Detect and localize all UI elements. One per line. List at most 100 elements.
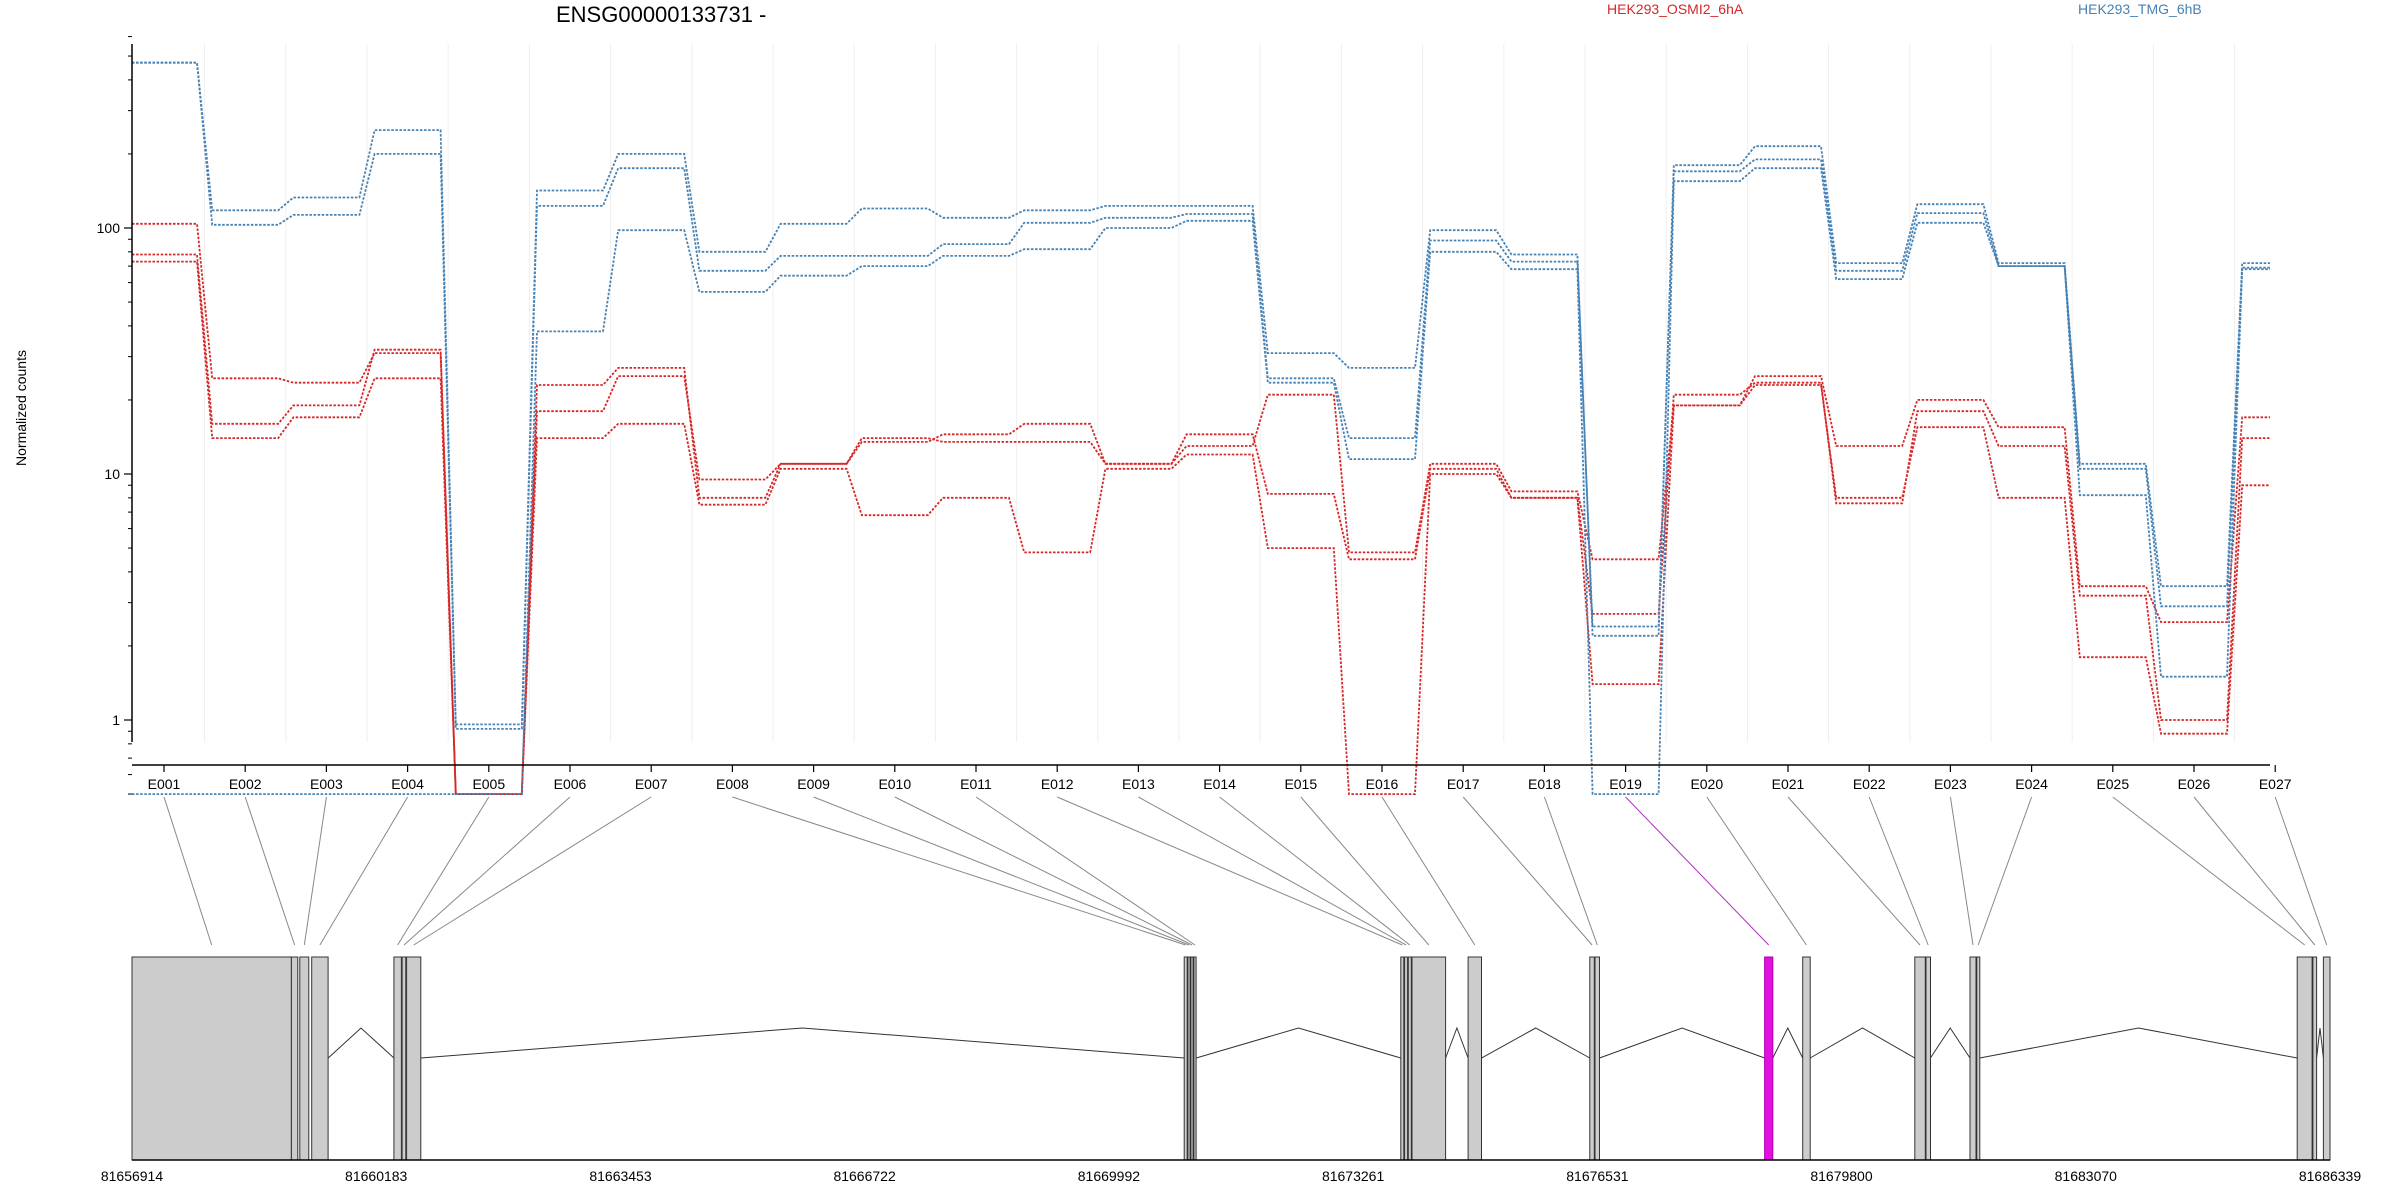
x-tick-label-e005: E005 (472, 776, 505, 792)
connector-e017 (1462, 796, 1593, 946)
intron-7 (420, 1027, 1185, 1059)
exon-box-e003 (299, 956, 310, 1161)
connector-e023 (1949, 796, 1974, 946)
connector-e003 (303, 796, 327, 946)
chart-title: ENSG00000133731 - (556, 2, 766, 27)
series-line-5 (132, 61, 2270, 730)
exon-box-e014 (1407, 956, 1412, 1161)
connector-e022 (1868, 796, 1929, 946)
connector-e012 (1057, 796, 1403, 946)
x-tick-label-e020: E020 (1690, 776, 1723, 792)
connector-e009 (813, 796, 1190, 946)
connector-e019 (1625, 796, 1770, 946)
x-tick-label-e017: E017 (1447, 776, 1480, 792)
exon-box-e008 (1183, 956, 1188, 1161)
gene-model: 81656914 81660183 81663453 81666722 81669992… (101, 956, 2362, 1184)
connector-e027 (2274, 796, 2328, 946)
genomic-tick-label-81666722: 81666722 (833, 1168, 896, 1184)
connector-e013 (1138, 796, 1407, 946)
x-tick-label-e014: E014 (1203, 776, 1236, 792)
intron-22 (1929, 1027, 1971, 1059)
exon-box-e005 (393, 956, 402, 1161)
connector-e008 (732, 796, 1186, 946)
exon-box-e002 (290, 956, 299, 1161)
x-tick-label-e018: E018 (1528, 776, 1561, 792)
x-tick-label-e009: E009 (797, 776, 830, 792)
legend-entry-tmg: HEK293_TMG_6hB (2078, 1, 2202, 17)
x-tick-label-e015: E015 (1284, 776, 1317, 792)
x-tick-label-e007: E007 (635, 776, 668, 792)
series-line-4 (132, 61, 2270, 726)
exon-box-e026 (2312, 956, 2318, 1161)
x-tick-label-e024: E024 (2015, 776, 2048, 792)
exon-box-e010 (1190, 956, 1194, 1161)
intron-19 (1772, 1026, 1804, 1059)
exon-box-e016 (1467, 956, 1482, 1161)
connector-e021 (1787, 796, 1921, 946)
connector-e020 (1706, 796, 1807, 946)
connector-e011 (975, 796, 1196, 946)
connector-e018 (1543, 796, 1598, 946)
connector-e002 (244, 796, 296, 946)
genomic-tick-label-81676531: 81676531 (1566, 1168, 1629, 1184)
genomic-tick-label-81656914: 81656914 (101, 1168, 164, 1184)
series-line-6 (132, 167, 2270, 795)
exon-box-e007 (406, 956, 422, 1161)
x-tick-label-e013: E013 (1122, 776, 1155, 792)
exon-box-e027 (2322, 956, 2331, 1161)
connector-e014 (1219, 796, 1411, 946)
x-tick-label-e027: E027 (2259, 776, 2292, 792)
intron-18 (1599, 1027, 1765, 1059)
intron-4 (327, 1027, 395, 1059)
genomic-tick-label-81686339: 81686339 (2299, 1168, 2362, 1184)
y-tick-label-1: 1 (112, 712, 120, 728)
exon-box-e018 (1594, 956, 1600, 1161)
grid-lines (204, 44, 2236, 742)
genomic-tick-label-81683070: 81683070 (2055, 1168, 2118, 1184)
series-lines (132, 61, 2270, 795)
exon-box-e017 (1589, 956, 1595, 1161)
x-tick-label-e023: E023 (1934, 776, 1967, 792)
x-tick-label-e010: E010 (878, 776, 911, 792)
connector-e024 (1977, 796, 2033, 946)
x-tick-label-e012: E012 (1041, 776, 1074, 792)
x-tick-label-e011: E011 (960, 776, 992, 792)
exon-box-e025 (2296, 956, 2313, 1161)
connector-e010 (894, 796, 1193, 946)
intron-24 (1979, 1027, 2298, 1059)
x-tick-label-e021: E021 (1772, 776, 1805, 792)
exon-box-e011 (1193, 956, 1197, 1161)
y-axis-label: Normalized counts (13, 350, 29, 466)
exon-box-e019 (1764, 956, 1774, 1161)
y-tick-label-100: 100 (97, 220, 121, 236)
connector-e004 (319, 796, 409, 946)
exon-box-e006 (401, 956, 407, 1161)
exon-box-e009 (1187, 956, 1191, 1161)
exon-box-e015 (1411, 956, 1447, 1161)
x-tick-label-e003: E003 (310, 776, 343, 792)
exon-box-e020 (1802, 956, 1811, 1161)
series-line-3 (132, 260, 2270, 795)
x-tick-label-e016: E016 (1366, 776, 1399, 792)
connector-e001 (163, 796, 213, 946)
x-tick-label-e022: E022 (1853, 776, 1886, 792)
x-tick-label-e006: E006 (554, 776, 587, 792)
genomic-tick-label-81679800: 81679800 (1810, 1168, 1873, 1184)
x-tick-label-e008: E008 (716, 776, 749, 792)
intron-20 (1809, 1027, 1916, 1059)
x-tick-label-e019: E019 (1609, 776, 1642, 792)
exon-box-e021 (1914, 956, 1926, 1161)
intron-11 (1196, 1027, 1401, 1059)
exon-box-e004 (311, 956, 329, 1161)
genomic-tick-label-81673261: 81673261 (1322, 1168, 1385, 1184)
intron-26 (2316, 1027, 2324, 1059)
genomic-tick-label-81669992: 81669992 (1078, 1168, 1141, 1184)
exon-connectors (163, 796, 2328, 946)
connector-e026 (2193, 796, 2316, 946)
connector-e016 (1381, 796, 1476, 946)
x-tick-label-e002: E002 (229, 776, 262, 792)
intron-16 (1481, 1027, 1591, 1059)
exon-box-e024 (1976, 956, 1981, 1161)
exon-box-e013 (1404, 956, 1409, 1161)
